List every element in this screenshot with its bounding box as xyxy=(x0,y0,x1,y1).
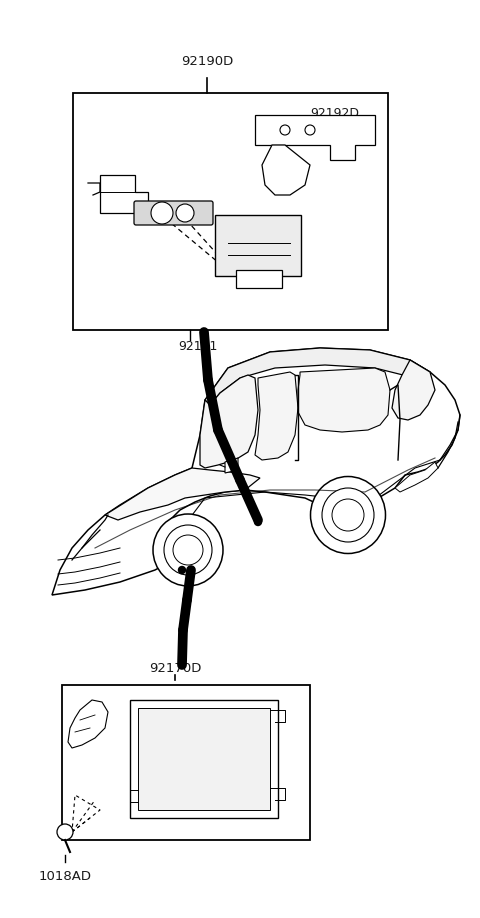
Circle shape xyxy=(254,519,262,525)
Text: 92172C: 92172C xyxy=(200,705,248,718)
Circle shape xyxy=(151,202,173,224)
Ellipse shape xyxy=(153,514,223,586)
Ellipse shape xyxy=(311,476,385,554)
Polygon shape xyxy=(262,145,310,195)
Circle shape xyxy=(179,566,185,574)
Bar xyxy=(62,685,310,840)
Polygon shape xyxy=(100,175,148,213)
Text: 92190D: 92190D xyxy=(181,55,233,68)
Polygon shape xyxy=(68,700,108,748)
Circle shape xyxy=(332,499,364,531)
Circle shape xyxy=(305,125,315,135)
Polygon shape xyxy=(105,468,260,520)
Text: 1018AD: 1018AD xyxy=(38,870,92,883)
Polygon shape xyxy=(205,348,430,405)
Polygon shape xyxy=(392,360,435,420)
Polygon shape xyxy=(200,375,258,468)
Circle shape xyxy=(173,535,203,565)
Bar xyxy=(73,93,388,330)
Text: 92192D: 92192D xyxy=(310,107,359,120)
Bar xyxy=(138,708,270,810)
Circle shape xyxy=(176,204,194,222)
FancyBboxPatch shape xyxy=(215,215,301,276)
Polygon shape xyxy=(395,462,438,492)
Polygon shape xyxy=(255,372,298,460)
Polygon shape xyxy=(225,458,238,473)
FancyBboxPatch shape xyxy=(236,270,282,288)
Text: 92191: 92191 xyxy=(178,340,218,353)
Circle shape xyxy=(280,125,290,135)
Polygon shape xyxy=(298,368,390,432)
Polygon shape xyxy=(255,115,375,160)
Bar xyxy=(130,700,278,818)
Circle shape xyxy=(57,824,73,840)
Polygon shape xyxy=(52,348,460,595)
Text: 92170D: 92170D xyxy=(149,662,201,675)
Ellipse shape xyxy=(164,525,212,575)
FancyBboxPatch shape xyxy=(134,201,213,225)
Ellipse shape xyxy=(322,488,374,542)
